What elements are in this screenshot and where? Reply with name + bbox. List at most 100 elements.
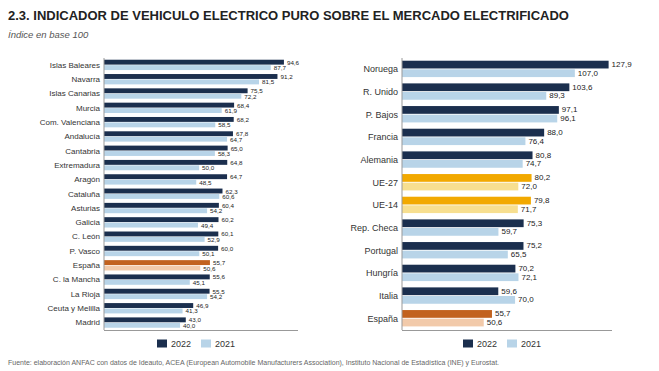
bar <box>104 88 248 93</box>
bar <box>402 242 523 250</box>
data-label: 41,3 <box>186 307 199 314</box>
bar <box>402 197 531 205</box>
data-label: 72,2 <box>244 93 257 100</box>
data-label: 107,0 <box>578 69 599 78</box>
category-label: España <box>73 261 101 270</box>
category-label: Islas Baleares <box>50 61 100 70</box>
legend-label: 2022 <box>171 339 191 349</box>
data-label: 88,0 <box>547 128 563 137</box>
bar <box>402 92 546 100</box>
bar <box>104 280 190 285</box>
bar <box>104 122 215 127</box>
bar <box>104 232 218 237</box>
data-label: 60,4 <box>222 202 235 209</box>
category-label: Com. Valenciana <box>40 118 101 127</box>
data-label: 48,5 <box>199 179 212 186</box>
bar <box>104 266 200 271</box>
data-label: 61,9 <box>225 107 238 114</box>
data-label: 74,7 <box>526 159 542 168</box>
data-label: 60,6 <box>222 193 235 200</box>
data-label: 50,0 <box>202 164 215 171</box>
data-label: 76,4 <box>528 137 544 146</box>
category-label: Extremadura <box>54 161 100 170</box>
data-label: 60,2 <box>221 216 234 223</box>
bar <box>402 83 569 91</box>
x-axis-line <box>402 330 612 331</box>
data-label: 70,0 <box>518 295 534 304</box>
bar <box>402 310 492 318</box>
bar <box>104 108 222 113</box>
category-label: Noruega <box>363 64 398 74</box>
bar <box>104 260 210 265</box>
category-label: P. Vasco <box>70 247 101 256</box>
y-axis-line <box>104 58 105 330</box>
bar <box>402 61 609 69</box>
data-label: 58,3 <box>218 150 231 157</box>
chart-svg: 2.3. INDICADOR DE VEHICULO ELECTRICO PUR… <box>0 0 659 371</box>
data-label: 75,2 <box>526 241 542 250</box>
bar <box>104 246 218 251</box>
bar <box>402 137 525 145</box>
legend-swatch <box>157 340 167 348</box>
bars <box>104 60 284 328</box>
bar <box>402 273 518 281</box>
bar <box>402 160 523 168</box>
category-label: C. la Mancha <box>53 275 101 284</box>
bar <box>104 74 277 79</box>
data-label: 72,0 <box>521 182 537 191</box>
bar <box>104 165 199 170</box>
category-label: UE-14 <box>372 200 398 210</box>
data-labels: 94,687,791,281,575,572,268,461,968,258,5… <box>183 59 300 329</box>
legend-label: 2021 <box>215 339 235 349</box>
bar <box>402 251 508 259</box>
category-label: P. Bajos <box>366 110 399 120</box>
bar <box>402 106 559 114</box>
bar <box>104 131 233 136</box>
data-label: 96,1 <box>560 114 576 123</box>
category-label: Aragón <box>74 175 100 184</box>
data-label: 60,0 <box>221 245 234 252</box>
bar <box>402 319 484 327</box>
data-label: 52,9 <box>208 236 221 243</box>
bars <box>402 61 609 327</box>
category-label: R. Unido <box>363 87 398 97</box>
bar <box>104 117 234 122</box>
bar <box>104 146 228 151</box>
bar <box>104 294 207 299</box>
category-label: Galicia <box>76 218 101 227</box>
bar <box>402 265 515 273</box>
data-label: 68,2 <box>237 116 250 123</box>
bar <box>104 137 227 142</box>
bar <box>104 180 196 185</box>
data-label: 87,7 <box>274 64 287 71</box>
bar <box>402 205 518 213</box>
category-label: Francia <box>368 132 398 142</box>
data-label: 91,2 <box>280 73 293 80</box>
data-label: 40,0 <box>183 322 196 329</box>
bar <box>104 208 207 213</box>
category-label: La Rioja <box>71 290 101 299</box>
bar <box>402 287 498 295</box>
category-label: Murcia <box>76 104 101 113</box>
subtitle: Índice en base 100 <box>8 29 89 40</box>
category-label: Madrid <box>76 318 100 327</box>
data-label: 94,6 <box>287 59 300 66</box>
bar <box>402 219 524 227</box>
data-label: 64,8 <box>230 159 243 166</box>
data-label: 64,7 <box>230 136 243 143</box>
category-label: Andalucía <box>64 132 100 141</box>
category-label: Rep. Checa <box>350 223 398 233</box>
data-label: 65,0 <box>231 145 244 152</box>
bar <box>104 60 284 65</box>
category-label: Ceuta y Melilla <box>48 304 101 313</box>
data-label: 72,1 <box>521 273 537 282</box>
y-axis-line <box>402 58 403 330</box>
category-label: Navarra <box>72 75 101 84</box>
bar <box>104 289 210 294</box>
data-label: 45,1 <box>193 279 206 286</box>
data-label: 50,6 <box>203 265 216 272</box>
bar <box>402 183 518 191</box>
legend-swatch <box>201 340 211 348</box>
legend-swatch <box>507 340 517 348</box>
category-label: UE-27 <box>372 178 398 188</box>
